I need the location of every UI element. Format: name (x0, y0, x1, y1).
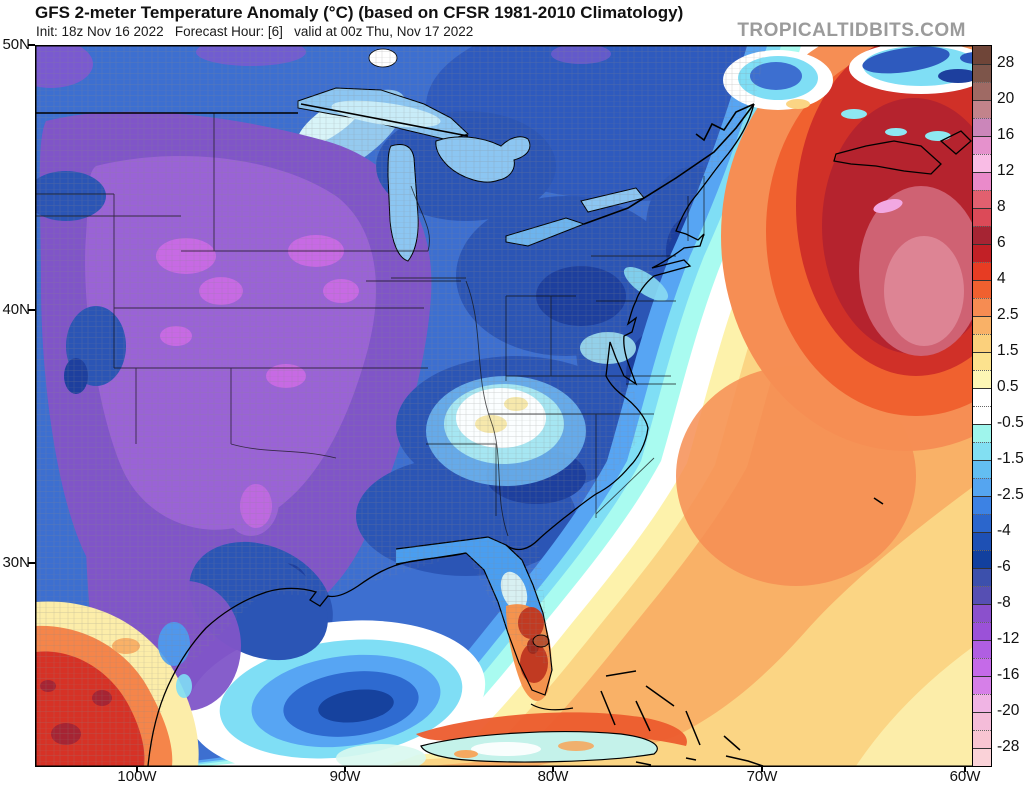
colorbar-segment-14 (973, 298, 991, 316)
lon-label-100W: 100W (117, 768, 157, 785)
florida-keys (530, 703, 574, 711)
anomaly-map-svg (36, 46, 974, 766)
lon-tick-80W (552, 766, 554, 772)
colorbar-label-28: 28 (997, 54, 1015, 71)
colorbar-segment-31 (973, 604, 991, 622)
lat-tick-50N (28, 44, 35, 46)
bermuda-island (873, 497, 884, 505)
lon-label-70W: 70W (746, 768, 778, 785)
colorbar-segment-6 (973, 154, 991, 172)
lon-label-90W: 90W (329, 768, 361, 785)
colorbar-segment-33 (973, 640, 991, 658)
init-forecast-line: Init: 18z Nov 16 2022 Forecast Hour: [6]… (36, 24, 474, 39)
colorbar-label-1.5: 1.5 (997, 342, 1019, 359)
colorbar-label-12: 12 (997, 162, 1015, 179)
lat-label-40N: 40N (2, 301, 30, 318)
colorbar-segment-37 (973, 712, 991, 730)
colorbar-segment-24 (973, 478, 991, 496)
lat-label-30N: 30N (2, 554, 30, 571)
colorbar-segment-28 (973, 550, 991, 568)
state-borders (36, 113, 705, 537)
temperature-colorbar (972, 45, 992, 767)
cuba-bahamas (336, 670, 764, 766)
colorbar-label--4: -4 (997, 522, 1011, 539)
anomaly-map (35, 45, 975, 767)
colorbar-segment-34 (973, 658, 991, 676)
colorbar-segment-11 (973, 244, 991, 262)
colorbar-label--1.5: -1.5 (997, 450, 1024, 467)
lon-tick-60W (964, 766, 966, 772)
colorbar-segment-39 (973, 748, 991, 766)
colorbar-segment-4 (973, 118, 991, 136)
page-title: GFS 2-meter Temperature Anomaly (°C) (ba… (35, 3, 684, 22)
colorbar-segment-15 (973, 316, 991, 334)
colorbar-segment-19 (973, 388, 991, 406)
nova-scotia-outline (833, 130, 972, 175)
colorbar-segment-2 (973, 82, 991, 100)
warm-atlantic-core (676, 46, 974, 586)
colorbar-label-4: 4 (997, 270, 1006, 287)
bahamas-islands (600, 670, 764, 766)
lon-tick-90W (344, 766, 346, 772)
colorbar-label--0.5: -0.5 (997, 414, 1024, 431)
lon-tick-70W (761, 766, 763, 772)
colorbar-segment-18 (973, 370, 991, 388)
colorbar-label-20: 20 (997, 90, 1015, 107)
colorbar-segment-1 (973, 64, 991, 82)
colorbar-segment-21 (973, 424, 991, 442)
colorbar-segment-16 (973, 334, 991, 352)
colorbar-label--6: -6 (997, 558, 1011, 575)
colorbar-segment-13 (973, 280, 991, 298)
colorbar-label-2.5: 2.5 (997, 306, 1019, 323)
lat-tick-30N (28, 562, 35, 564)
colorbar-segment-9 (973, 208, 991, 226)
colorbar-segment-22 (973, 442, 991, 460)
canada-border (36, 103, 755, 225)
colorbar-label--20: -20 (997, 702, 1020, 719)
colorbar-label--8: -8 (997, 594, 1011, 611)
colorbar-segment-36 (973, 694, 991, 712)
colorbar-segment-32 (973, 622, 991, 640)
colorbar-segment-29 (973, 568, 991, 586)
colorbar-label-16: 16 (997, 126, 1015, 143)
colorbar-label-8: 8 (997, 198, 1006, 215)
colorbar-label-0.5: 0.5 (997, 378, 1019, 395)
colorbar-segment-12 (973, 262, 991, 280)
colorbar-label--28: -28 (997, 738, 1020, 755)
lat-label-50N: 50N (2, 36, 30, 53)
colorbar-segment-5 (973, 136, 991, 154)
county-lines-texture (36, 46, 766, 766)
colorbar-segment-17 (973, 352, 991, 370)
colorbar-segment-38 (973, 730, 991, 748)
colorbar-segment-27 (973, 532, 991, 550)
lat-tick-40N (28, 309, 35, 311)
colorbar-segment-25 (973, 496, 991, 514)
colorbar-segment-0 (973, 46, 991, 64)
tropicaltidbits-watermark: TROPICALTIDBITS.COM (737, 20, 966, 41)
colorbar-label--16: -16 (997, 666, 1020, 683)
colorbar-segment-35 (973, 676, 991, 694)
colorbar-segment-7 (973, 172, 991, 190)
colorbar-segment-26 (973, 514, 991, 532)
lon-label-80W: 80W (537, 768, 569, 785)
lon-label-60W: 60W (949, 768, 981, 785)
coastline (147, 103, 972, 766)
colorbar-label-6: 6 (997, 234, 1006, 251)
lon-tick-100W (136, 766, 138, 772)
colorbar-segment-3 (973, 100, 991, 118)
colorbar-label--2.5: -2.5 (997, 486, 1024, 503)
colorbar-segment-30 (973, 586, 991, 604)
colorbar-segment-23 (973, 460, 991, 478)
colorbar-segment-10 (973, 226, 991, 244)
colorbar-segment-8 (973, 190, 991, 208)
colorbar-label--12: -12 (997, 630, 1020, 647)
colorbar-segment-20 (973, 406, 991, 424)
